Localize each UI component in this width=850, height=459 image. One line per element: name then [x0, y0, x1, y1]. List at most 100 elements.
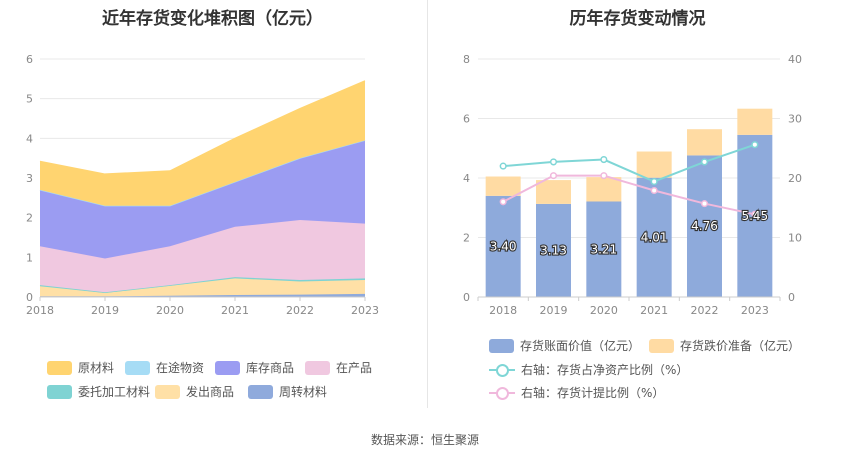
legend-item[interactable]: 存货账面价值（亿元） — [489, 337, 640, 354]
bar-impairment — [586, 177, 622, 202]
legend-label: 发出商品 — [186, 385, 235, 399]
legend-label: 存货账面价值（亿元） — [520, 339, 641, 353]
bar-book-value — [586, 201, 622, 297]
left-y-tick-label: 5 — [26, 93, 33, 106]
line-point — [499, 162, 507, 170]
line-point — [600, 172, 608, 180]
bar-impairment — [737, 108, 773, 135]
right-x-tick-label: 2018 — [489, 304, 517, 317]
legend-label: 在产品 — [336, 361, 373, 375]
bar-impairment — [536, 180, 571, 204]
legend-item[interactable]: 右轴：存货占净资产比例（%） — [489, 361, 688, 378]
bar-book-value — [536, 203, 571, 297]
legend-swatch — [248, 384, 273, 399]
right-y2-tick-label: 40 — [788, 53, 802, 66]
legend-label: 原材料 — [78, 361, 115, 375]
data-source-note: 数据来源：恒生聚源 — [370, 433, 479, 447]
legend-item[interactable]: 在产品 — [305, 359, 372, 376]
line-point — [700, 200, 709, 208]
left-y-tick-label: 2 — [26, 212, 33, 225]
right-y-tick-label: 2 — [463, 232, 470, 245]
right-x-tick-label: 2022 — [691, 304, 719, 317]
legend-swatch — [155, 384, 180, 399]
legend-swatch — [125, 360, 150, 375]
legend-item[interactable]: 在途物资 — [125, 359, 204, 376]
right-y-tick-label: 0 — [463, 291, 470, 304]
left-y-tick-label: 6 — [26, 53, 33, 66]
left-x-tick-label: 2018 — [26, 304, 54, 317]
area-series-库存商品 — [40, 140, 365, 259]
legend-label: 委托加工材料 — [78, 385, 151, 399]
bar-value-label: 3.40 — [490, 239, 517, 253]
bar-book-value — [687, 155, 722, 297]
left-chart-title: 近年存货变化堆积图（亿元） — [102, 9, 323, 29]
legend-marker — [496, 386, 509, 400]
area-series-原材料 — [40, 80, 365, 206]
legend-swatch — [47, 384, 72, 399]
bar-impairment — [485, 176, 521, 196]
right-y2-tick-label: 20 — [788, 172, 802, 185]
left-y-tick-label: 0 — [26, 291, 33, 304]
legend-label: 在途物资 — [156, 361, 205, 375]
left-y-tick-label: 3 — [26, 172, 33, 185]
left-x-tick-label: 2023 — [351, 304, 379, 317]
legend-label: 存货跌价准备（亿元） — [680, 339, 801, 353]
left-x-tick-label: 2021 — [221, 304, 249, 317]
legend-label: 右轴：存货占净资产比例（%） — [521, 363, 689, 377]
bar-value-label: 3.13 — [540, 243, 567, 257]
legend-line-symbol — [489, 363, 515, 377]
legend-label: 库存商品 — [246, 361, 295, 375]
line-point — [499, 198, 507, 206]
area-edge-原材料 — [39, 80, 366, 175]
legend-item[interactable]: 存货跌价准备（亿元） — [649, 337, 800, 354]
line-point — [650, 178, 658, 186]
line-point — [549, 158, 558, 166]
legend-label: 周转材料 — [279, 385, 328, 399]
right-chart-title: 历年存货变动情况 — [569, 9, 706, 29]
legend-swatch — [305, 360, 330, 375]
legend-marker — [496, 363, 509, 377]
legend-line-symbol — [489, 386, 515, 400]
legend-item[interactable]: 库存商品 — [215, 359, 294, 376]
left-x-tick-label: 2020 — [156, 304, 184, 317]
legend-item[interactable]: 原材料 — [47, 359, 114, 376]
line-point — [751, 141, 759, 149]
area-series-在产品 — [40, 220, 365, 293]
left-y-tick-label: 4 — [26, 132, 33, 145]
right-x-tick-label: 2019 — [540, 304, 568, 317]
bar-value-label: 4.76 — [691, 219, 718, 233]
bar-value-label: 4.01 — [641, 230, 668, 244]
right-y2-tick-label: 30 — [788, 113, 802, 126]
legend-swatch — [489, 338, 514, 353]
legend-swatch — [649, 338, 674, 353]
right-x-tick-label: 2021 — [640, 304, 668, 317]
line-point — [650, 186, 658, 195]
legend-item[interactable]: 委托加工材料 — [47, 383, 150, 400]
left-x-tick-label: 2019 — [91, 304, 119, 317]
bar-value-label: 5.45 — [741, 209, 768, 223]
legend-swatch — [215, 360, 240, 375]
line-point — [700, 158, 709, 166]
right-x-tick-label: 2020 — [590, 304, 618, 317]
bar-book-value — [636, 177, 672, 297]
legend-swatch — [47, 360, 72, 375]
legend-item[interactable]: 发出商品 — [155, 383, 234, 400]
area-edge-周转材料 — [40, 293, 366, 297]
line-series-1 — [502, 174, 756, 216]
right-y2-tick-label: 0 — [788, 291, 795, 304]
right-x-tick-label: 2023 — [741, 304, 769, 317]
line-series-0 — [503, 143, 756, 183]
legend-item[interactable]: 右轴：存货计提比例（%） — [489, 384, 664, 401]
area-edge-在途物资 — [39, 139, 366, 207]
bar-value-label: 3.21 — [590, 242, 617, 256]
panel-divider — [427, 0, 428, 408]
line-point — [549, 172, 558, 180]
legend-item[interactable]: 周转材料 — [248, 383, 327, 400]
legend-label: 右轴：存货计提比例（%） — [521, 386, 665, 400]
right-y-tick-label: 6 — [463, 113, 470, 126]
bar-book-value — [485, 195, 521, 297]
line-point — [600, 156, 608, 164]
left-x-tick-label: 2022 — [286, 304, 314, 317]
right-y2-tick-label: 10 — [788, 232, 802, 245]
